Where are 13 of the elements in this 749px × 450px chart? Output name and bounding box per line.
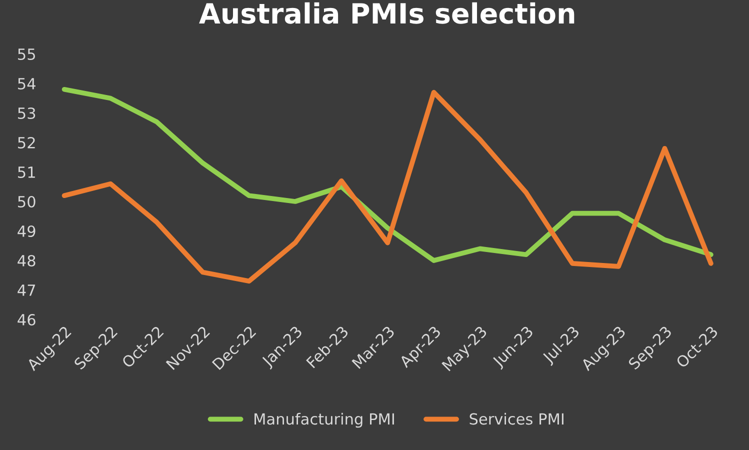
chart-title: Australia PMIs selection (199, 2, 574, 24)
y-tick-label: 52 (18, 136, 35, 149)
y-tick-label: 50 (18, 196, 36, 208)
y-tick-label: 51 (18, 166, 35, 178)
y-tick-label: 47 (18, 284, 36, 296)
y-tick-label: 48 (18, 254, 36, 267)
y-tick-label: 49 (18, 225, 36, 238)
y-tick-label: 46 (18, 314, 36, 326)
legend-label: Services PMI (470, 412, 564, 425)
legend-label: Manufacturing PMI (254, 412, 394, 428)
y-tick-label: 55 (18, 48, 35, 60)
y-tick-label: 53 (18, 107, 36, 120)
y-tick-label: 54 (18, 78, 36, 90)
